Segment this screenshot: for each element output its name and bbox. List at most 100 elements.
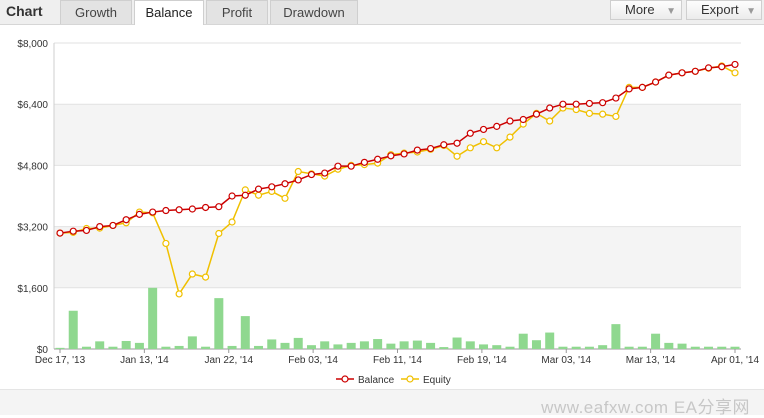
tab-balance[interactable]: Balance <box>134 0 204 25</box>
profit-bar <box>121 340 131 349</box>
profit-bar <box>704 346 714 349</box>
balance-point <box>678 69 686 77</box>
y-tick-label: $4,800 <box>17 161 48 172</box>
equity-point <box>546 117 554 125</box>
profit-bar <box>651 333 661 349</box>
tab-profit[interactable]: Profit <box>206 0 268 24</box>
balance-chart: $0 $1,600 $3,200 $4,800 $6,400 $8,000 Dec 17, … <box>17 39 759 366</box>
profit-bar <box>624 346 634 349</box>
balance-point <box>254 185 263 193</box>
profit-bar <box>68 310 78 349</box>
chart-legend: Balance Equity <box>0 372 764 386</box>
profit-bar <box>267 339 277 349</box>
balance-point <box>559 100 567 108</box>
balance-point <box>625 85 633 93</box>
balance-point <box>175 206 183 214</box>
x-tick-label: Mar 03, '14 <box>541 355 591 366</box>
y-tick-label: $6,400 <box>17 100 48 111</box>
balance-point <box>413 146 421 154</box>
balance-point <box>69 227 77 235</box>
balance-point <box>360 158 369 166</box>
profit-bar <box>637 346 647 349</box>
balance-point <box>466 129 474 137</box>
tab-drawdown[interactable]: Drawdown <box>270 0 358 24</box>
y-tick-label: $1,600 <box>17 284 48 295</box>
profit-bar <box>280 342 290 349</box>
balance-point <box>400 150 408 158</box>
equity-point <box>228 218 236 226</box>
profit-bar <box>306 345 316 349</box>
equity-point <box>731 69 739 77</box>
balance-point <box>704 64 713 72</box>
equity-point <box>506 133 514 141</box>
balance-point <box>374 155 382 163</box>
x-tick-label: Feb 03, '14 <box>288 355 338 366</box>
export-dropdown[interactable]: Export ▼ <box>686 0 762 20</box>
balance-point <box>334 162 342 170</box>
balance-point <box>268 183 276 191</box>
equity-point <box>466 144 474 152</box>
more-label: More <box>625 2 655 17</box>
chart-toolbar: Chart Growth Balance Profit Drawdown Mor… <box>0 0 764 25</box>
profit-bar <box>492 345 502 349</box>
balance-point <box>612 94 620 102</box>
x-tick-label: Jan 13, '14 <box>120 355 169 366</box>
equity-point <box>612 112 620 121</box>
equity-point <box>281 194 289 202</box>
profit-bar <box>558 346 568 349</box>
profit-bar <box>227 345 237 349</box>
footer-band <box>0 389 764 415</box>
balance-point <box>122 216 130 224</box>
profit-bar <box>293 337 303 349</box>
profit-bar <box>346 342 356 349</box>
profit-bar <box>81 346 91 349</box>
equity-point <box>162 239 170 248</box>
equity-point <box>585 109 594 117</box>
balance-point <box>188 205 196 213</box>
profit-bar <box>465 341 475 349</box>
balance-point <box>585 99 594 108</box>
profit-bar <box>174 345 184 349</box>
equity-point <box>201 273 210 281</box>
grid-band <box>54 226 741 288</box>
profit-bar <box>518 333 528 349</box>
export-label: Export <box>701 2 739 17</box>
balance-point <box>479 125 488 134</box>
profit-bar <box>201 346 211 349</box>
x-tick-label: Apr 01, '14 <box>711 355 759 366</box>
legend-item-balance[interactable]: Balance <box>336 375 395 386</box>
x-tick-label: Dec 17, '13 <box>35 355 86 366</box>
balance-point <box>387 152 395 160</box>
legend-item-equity[interactable]: Equity <box>401 375 451 386</box>
profit-bar <box>240 316 250 349</box>
tab-growth[interactable]: Growth <box>60 0 132 24</box>
profit-bar <box>148 287 158 349</box>
more-dropdown[interactable]: More ▼ <box>610 0 682 20</box>
chevron-down-icon: ▼ <box>746 6 756 17</box>
profit-bar <box>95 341 105 349</box>
equity-point <box>294 167 302 176</box>
balance-point <box>307 170 316 179</box>
balance-point <box>228 192 236 200</box>
equity-line <box>59 65 736 296</box>
profit-bar <box>611 324 621 349</box>
balance-point <box>56 229 64 237</box>
equity-point <box>493 144 501 152</box>
equity-point <box>599 110 607 118</box>
balance-point <box>599 99 607 107</box>
profit-bar <box>320 341 330 349</box>
equity-point <box>254 191 263 199</box>
legend-balance-marker <box>341 375 349 383</box>
balance-point <box>426 144 435 153</box>
balance-line <box>59 63 736 234</box>
profit-bar <box>134 342 144 349</box>
profit-bar <box>571 346 581 349</box>
x-tick-label: Jan 22, '14 <box>204 355 253 366</box>
balance-point <box>546 104 554 112</box>
profit-bar <box>730 346 740 349</box>
profit-bar <box>677 343 687 349</box>
grid-band <box>54 104 741 166</box>
watermark: www.eafxw.com EA分享网 <box>541 398 750 417</box>
legend-equity-label: Equity <box>423 375 451 386</box>
balance-point <box>215 203 223 211</box>
